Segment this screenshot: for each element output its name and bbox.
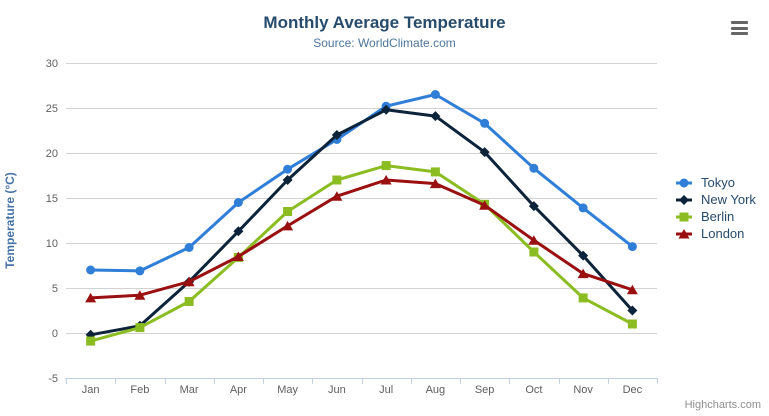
data-point-triangle[interactable] [232, 251, 244, 262]
data-point-circle[interactable] [283, 164, 293, 174]
data-point-circle[interactable] [480, 118, 490, 128]
chart-subtitle: Source: WorldClimate.com [313, 36, 456, 50]
svg-text:Jan: Jan [82, 384, 100, 396]
y-axis-labels: -5 0 5 10 15 20 25 30 [46, 58, 58, 385]
data-point-diamond[interactable] [679, 194, 689, 205]
legend-item-london[interactable]: London [676, 226, 756, 241]
data-point-circle[interactable] [627, 242, 637, 252]
svg-text:Mar: Mar [180, 384, 199, 396]
data-point-circle[interactable] [430, 90, 440, 99]
data-point-circle[interactable] [578, 203, 588, 213]
data-point-triangle[interactable] [331, 191, 343, 201]
hamburger-menu-icon[interactable] [731, 21, 748, 35]
data-point-square[interactable] [381, 161, 391, 171]
svg-text:Nov: Nov [573, 384, 593, 396]
legend-symbol-square-icon [676, 212, 692, 221]
svg-text:30: 30 [46, 58, 58, 70]
svg-text:May: May [277, 384, 298, 396]
data-point-square[interactable] [430, 167, 440, 177]
data-point-circle[interactable] [679, 178, 689, 187]
data-point-diamond[interactable] [479, 147, 490, 158]
data-point-square[interactable] [529, 247, 539, 257]
svg-text:20: 20 [46, 148, 58, 160]
data-point-square[interactable] [283, 207, 293, 216]
svg-text:10: 10 [46, 238, 58, 250]
data-point-square[interactable] [86, 336, 96, 346]
svg-text:25: 25 [46, 103, 58, 115]
data-point-square[interactable] [679, 212, 689, 221]
legend-symbol-circle-icon [676, 178, 692, 187]
data-point-diamond[interactable] [578, 250, 589, 261]
data-point-square[interactable] [578, 293, 588, 303]
legend-label: Tokyo [701, 175, 735, 190]
y-axis-title: Temperature (°C) [3, 172, 17, 269]
data-point-circle[interactable] [86, 265, 96, 275]
data-point-circle[interactable] [529, 163, 539, 173]
menu-bar [731, 32, 748, 35]
svg-text:Aug: Aug [426, 384, 446, 396]
gridlines [66, 63, 657, 379]
legend-symbol-triangle-icon [676, 228, 692, 239]
data-point-triangle[interactable] [678, 228, 690, 239]
data-point-circle[interactable] [184, 243, 194, 252]
svg-text:Dec: Dec [623, 384, 643, 396]
svg-text:Feb: Feb [130, 384, 149, 396]
data-point-square[interactable] [184, 297, 194, 306]
data-point-diamond[interactable] [430, 111, 441, 122]
x-axis [65, 378, 658, 384]
legend-item-new-york[interactable]: New York [676, 192, 756, 207]
data-point-square[interactable] [135, 323, 145, 333]
svg-text:Jul: Jul [379, 384, 393, 396]
credits-link[interactable]: Highcharts.com [684, 399, 761, 411]
series-tokyo[interactable] [86, 90, 637, 276]
data-point-circle[interactable] [135, 266, 145, 276]
data-point-triangle[interactable] [577, 268, 589, 279]
svg-text:Oct: Oct [525, 384, 542, 396]
data-point-square[interactable] [627, 319, 637, 329]
data-point-triangle[interactable] [183, 276, 195, 287]
menu-bar [731, 26, 748, 30]
data-point-diamond[interactable] [233, 226, 244, 237]
svg-text:0: 0 [52, 328, 58, 340]
data-point-diamond[interactable] [528, 201, 539, 212]
x-axis-labels: Jan Feb Mar Apr May Jun Jul Aug Sep Oct Nov Dec [82, 384, 643, 396]
legend-item-berlin[interactable]: Berlin [676, 209, 756, 224]
series-new-york[interactable] [85, 104, 638, 340]
legend-symbol-diamond-icon [676, 194, 692, 205]
data-point-triangle[interactable] [479, 200, 491, 210]
data-point-diamond[interactable] [282, 175, 293, 185]
legend: Tokyo New York Berlin London [676, 175, 756, 241]
data-point-triangle[interactable] [85, 292, 97, 303]
data-point-circle[interactable] [233, 198, 243, 207]
data-point-triangle[interactable] [429, 178, 441, 189]
data-point-triangle[interactable] [626, 284, 638, 295]
svg-text:5: 5 [52, 283, 58, 295]
data-point-diamond[interactable] [627, 305, 638, 316]
data-point-triangle[interactable] [134, 290, 146, 300]
svg-text:Sep: Sep [475, 384, 495, 396]
chart-title: Monthly Average Temperature [263, 13, 506, 32]
svg-text:Jun: Jun [328, 384, 346, 396]
data-point-diamond[interactable] [381, 104, 392, 115]
svg-text:-5: -5 [48, 373, 58, 385]
legend-label: Berlin [701, 209, 735, 224]
data-point-triangle[interactable] [528, 235, 540, 245]
series-london[interactable] [85, 175, 638, 303]
data-point-diamond[interactable] [331, 130, 342, 140]
svg-text:Apr: Apr [230, 384, 247, 396]
data-point-triangle[interactable] [380, 175, 392, 185]
menu-bar [731, 21, 748, 24]
data-point-square[interactable] [332, 175, 342, 185]
legend-item-tokyo[interactable]: Tokyo [676, 175, 756, 190]
data-point-triangle[interactable] [282, 220, 294, 231]
legend-label: New York [701, 192, 756, 207]
svg-text:15: 15 [46, 193, 58, 205]
legend-label: London [701, 226, 745, 241]
